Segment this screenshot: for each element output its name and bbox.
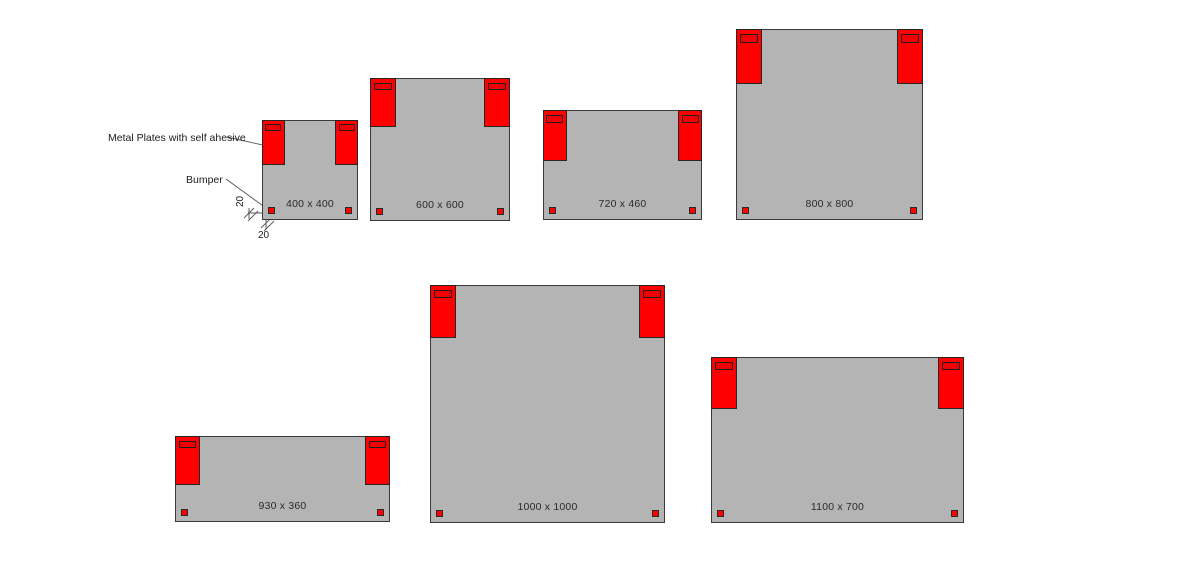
metal-plate-slot-icon <box>739 34 758 43</box>
metal-plate-tab-right[interactable] <box>639 284 666 338</box>
metal-plate-tab-right[interactable] <box>897 28 924 84</box>
metal-plate-tab-left[interactable] <box>174 435 200 485</box>
dim-vertical-tick-b <box>247 210 259 222</box>
bumper-left[interactable] <box>549 207 556 214</box>
metal-plate-slot-icon <box>433 289 452 299</box>
callout-metal-plates: Metal Plates with self ahesive <box>108 132 246 144</box>
metal-plate-tab-right[interactable] <box>335 119 359 165</box>
metal-plate-slot-icon <box>368 440 387 449</box>
metal-plate-slot-icon <box>265 124 282 132</box>
plate-size-label: 720 x 460 <box>598 198 647 210</box>
metal-plate-slot-icon <box>942 361 961 370</box>
bumper-left[interactable] <box>436 510 443 517</box>
plate-size-label: 800 x 800 <box>805 198 854 210</box>
bumper-right[interactable] <box>910 207 917 214</box>
bumper-left[interactable] <box>181 509 188 516</box>
plate-930x360[interactable]: 930 x 360 <box>174 435 391 522</box>
callout-bumper: Bumper <box>186 174 223 186</box>
metal-plate-tab-left[interactable] <box>735 28 762 84</box>
metal-plate-slot-icon <box>373 82 392 91</box>
plate-1100x700[interactable]: 1100 x 700 <box>710 356 965 523</box>
bumper-left[interactable] <box>376 208 383 215</box>
metal-plate-slot-icon <box>488 82 507 91</box>
dimension-vertical-20: 20 <box>235 195 246 207</box>
bumper-right[interactable] <box>951 510 958 517</box>
metal-plate-slot-icon <box>338 124 355 132</box>
plate-800x800[interactable]: 800 x 800 <box>735 28 924 220</box>
metal-plate-tab-left[interactable] <box>261 119 285 165</box>
metal-plate-tab-right[interactable] <box>938 356 965 409</box>
plate-size-label: 400 x 400 <box>286 198 334 210</box>
bumper-right[interactable] <box>497 208 504 215</box>
bumper-right[interactable] <box>345 207 352 214</box>
plate-600x600[interactable]: 600 x 600 <box>369 77 511 221</box>
metal-plate-tab-right[interactable] <box>678 109 703 161</box>
plate-1000x1000[interactable]: 1000 x 1000 <box>429 284 666 523</box>
bumper-right[interactable] <box>652 510 659 517</box>
dim-vertical-tick-a <box>243 207 255 219</box>
bumper-right[interactable] <box>689 207 696 214</box>
bumper-left[interactable] <box>742 207 749 214</box>
plate-size-label: 1000 x 1000 <box>517 501 578 513</box>
metal-plate-tab-left[interactable] <box>542 109 567 161</box>
metal-plate-tab-right[interactable] <box>484 77 511 127</box>
bumper-right[interactable] <box>377 509 384 516</box>
bumper-left[interactable] <box>717 510 724 517</box>
metal-plate-tab-left[interactable] <box>429 284 456 338</box>
metal-plate-tab-left[interactable] <box>710 356 737 409</box>
plate-720x460[interactable]: 720 x 460 <box>542 109 703 220</box>
metal-plate-slot-icon <box>643 289 662 299</box>
metal-plate-slot-icon <box>546 114 564 123</box>
plate-size-label: 600 x 600 <box>416 199 464 211</box>
metal-plate-tab-right[interactable] <box>365 435 391 485</box>
dimension-horizontal-20: 20 <box>258 230 270 241</box>
plate-size-label: 930 x 360 <box>258 500 307 512</box>
bumper-left[interactable] <box>268 207 275 214</box>
metal-plate-slot-icon <box>714 361 733 370</box>
plate-size-label: 1100 x 700 <box>810 501 865 513</box>
metal-plate-tab-left[interactable] <box>369 77 396 127</box>
metal-plate-slot-icon <box>681 114 699 123</box>
metal-plate-slot-icon <box>901 34 920 43</box>
metal-plate-slot-icon <box>178 440 197 449</box>
plate-400x400[interactable]: 400 x 400 <box>261 119 359 220</box>
